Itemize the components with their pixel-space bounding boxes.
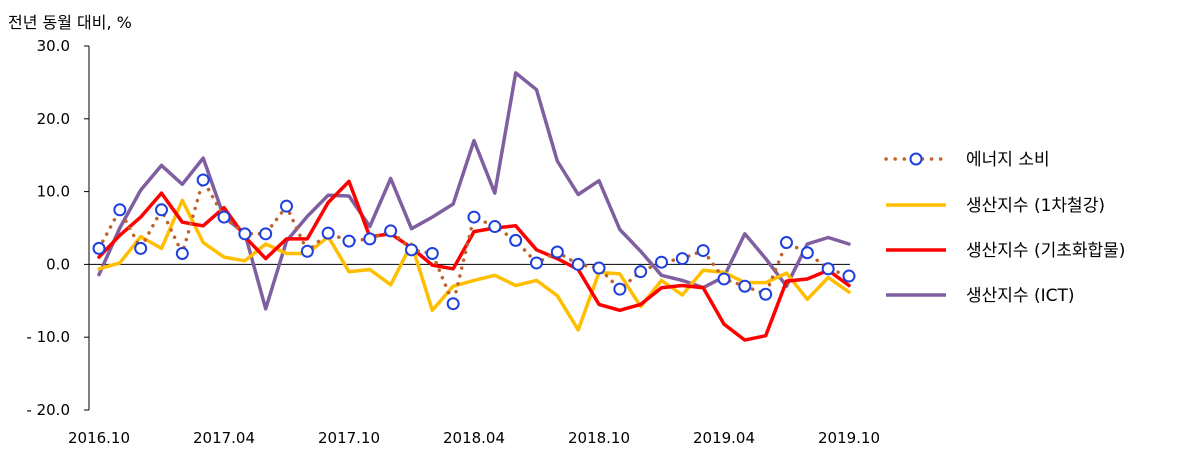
series-line [97, 178, 851, 306]
data-point [342, 234, 356, 248]
data-point [238, 227, 252, 241]
axes: 30.0 20.0 10.0 0.0 - 10.0 - 20.0 2016.10 2017.0… [26, 37, 880, 447]
legend-label: 생산지수 (1차철강) [966, 196, 1105, 216]
x-tick-label: 2019.04 [693, 429, 755, 447]
x-tick-label: 2018.04 [443, 429, 505, 447]
series-2 [97, 179, 851, 342]
y-tick-label: 30.0 [37, 37, 70, 55]
series-line [97, 179, 851, 342]
data-point [321, 226, 335, 240]
legend-item-1: 생산지수 (1차철강) [886, 196, 1105, 216]
x-tick-label: 2017.04 [193, 429, 255, 447]
data-point [738, 279, 752, 293]
data-point [655, 255, 668, 269]
data-point [759, 287, 773, 301]
data-point [821, 262, 835, 276]
series-3 [97, 71, 851, 311]
data-point [92, 241, 106, 255]
series-1 [97, 198, 851, 332]
data-point [113, 203, 127, 217]
series-line [97, 198, 851, 332]
x-tick-label: 2017.10 [318, 429, 380, 447]
data-point [488, 220, 502, 234]
data-point [196, 173, 210, 187]
data-point [613, 282, 627, 296]
legend-item-0: 에너지 소비 [884, 150, 1050, 170]
data-point [467, 210, 481, 224]
data-point [405, 243, 418, 257]
data-point [300, 244, 314, 258]
x-tick-label: 2019.10 [818, 429, 880, 447]
data-point [175, 246, 189, 260]
data-point [509, 233, 523, 247]
y-axis-unit-label: 전년 동월 대비, % [8, 13, 132, 32]
data-point [696, 244, 710, 258]
y-tick-label: 20.0 [37, 110, 70, 128]
data-point [384, 224, 398, 238]
data-point [634, 265, 648, 279]
plot-area [92, 71, 856, 342]
data-point [530, 256, 543, 270]
y-tick-label: 10.0 [37, 183, 70, 201]
series-0 [92, 173, 856, 311]
y-tick-label: - 20.0 [26, 401, 70, 419]
legend-label: 생산지수 (기초화합물) [966, 241, 1125, 261]
data-point [571, 257, 585, 271]
data-point [446, 297, 460, 311]
x-tick-label: 2016.10 [68, 429, 130, 447]
data-point [134, 241, 148, 255]
legend-item-2: 생산지수 (기초화합물) [886, 241, 1125, 261]
data-point [363, 232, 377, 246]
series-line [97, 71, 851, 311]
data-point [675, 252, 689, 266]
legend-item-3: 생산지수 (ICT) [886, 286, 1075, 306]
y-tick-label: 0.0 [46, 255, 70, 273]
data-point [592, 261, 606, 275]
legend-marker [909, 152, 923, 166]
data-point [780, 236, 793, 250]
data-point [842, 269, 856, 283]
y-tick-label: - 10.0 [26, 328, 70, 346]
legend-label: 생산지수 (ICT) [966, 286, 1075, 306]
data-point [800, 246, 814, 260]
data-point [217, 210, 231, 224]
x-tick-label: 2018.10 [568, 429, 630, 447]
data-point [425, 246, 439, 260]
data-point [280, 199, 293, 213]
data-point [717, 272, 731, 286]
legend-label: 에너지 소비 [966, 150, 1050, 170]
data-point [155, 203, 168, 217]
data-point [550, 245, 564, 259]
data-point [259, 227, 273, 241]
